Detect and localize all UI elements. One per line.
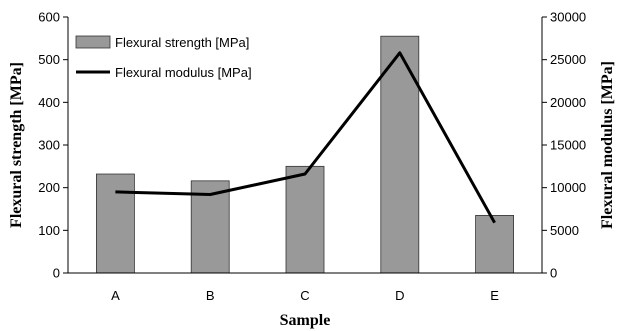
bar-C bbox=[285, 165, 325, 274]
axes-layer: 0 100 200 300 400 500 600 0 5000 10000 15000 20000 2… bbox=[38, 10, 586, 304]
y-tick-label: 300 bbox=[38, 138, 60, 153]
line-flexural-modulus bbox=[115, 51, 496, 224]
y2-tick-label: 5000 bbox=[550, 223, 579, 238]
legend-label-flexural-modulus: Flexural modulus [MPa] bbox=[115, 65, 252, 80]
y2-axis-title: Flexural modulus [MPa] bbox=[599, 61, 616, 229]
y-tick-label: 100 bbox=[38, 223, 60, 238]
x-tick-label: D bbox=[395, 288, 404, 303]
bar-E bbox=[475, 214, 515, 274]
y2-tick-label: 25000 bbox=[550, 52, 586, 67]
legend-swatch-flexural-strength bbox=[75, 35, 111, 49]
x-tick-label: E bbox=[490, 288, 499, 303]
y-tick-label: 0 bbox=[53, 266, 60, 281]
y2-tick-label: 30000 bbox=[550, 10, 586, 25]
y-tick-label: 600 bbox=[38, 10, 60, 25]
legend-label-flexural-strength: Flexural strength [MPa] bbox=[115, 35, 249, 50]
x-tick-label: A bbox=[111, 288, 120, 303]
x-axis-title: Sample bbox=[280, 312, 331, 329]
bars-layer bbox=[96, 35, 515, 274]
y2-tick-label: 20000 bbox=[550, 95, 586, 110]
y-tick-label: 200 bbox=[38, 180, 60, 195]
y2-tick-label: 10000 bbox=[550, 180, 586, 195]
y-tick-label: 400 bbox=[38, 95, 60, 110]
x-tick-label: B bbox=[206, 288, 215, 303]
y2-tick-label: 0 bbox=[550, 266, 557, 281]
y-axis-title: Flexural strength [MPa] bbox=[8, 62, 25, 228]
bar-B bbox=[190, 180, 230, 274]
bar-A bbox=[96, 173, 135, 274]
y2-tick-label: 15000 bbox=[550, 138, 586, 153]
y-tick-label: 500 bbox=[38, 52, 60, 67]
line-layer bbox=[115, 51, 496, 224]
x-tick-label: C bbox=[300, 288, 309, 303]
legend: Flexural strength [MPa] Flexural modulus… bbox=[75, 35, 252, 80]
